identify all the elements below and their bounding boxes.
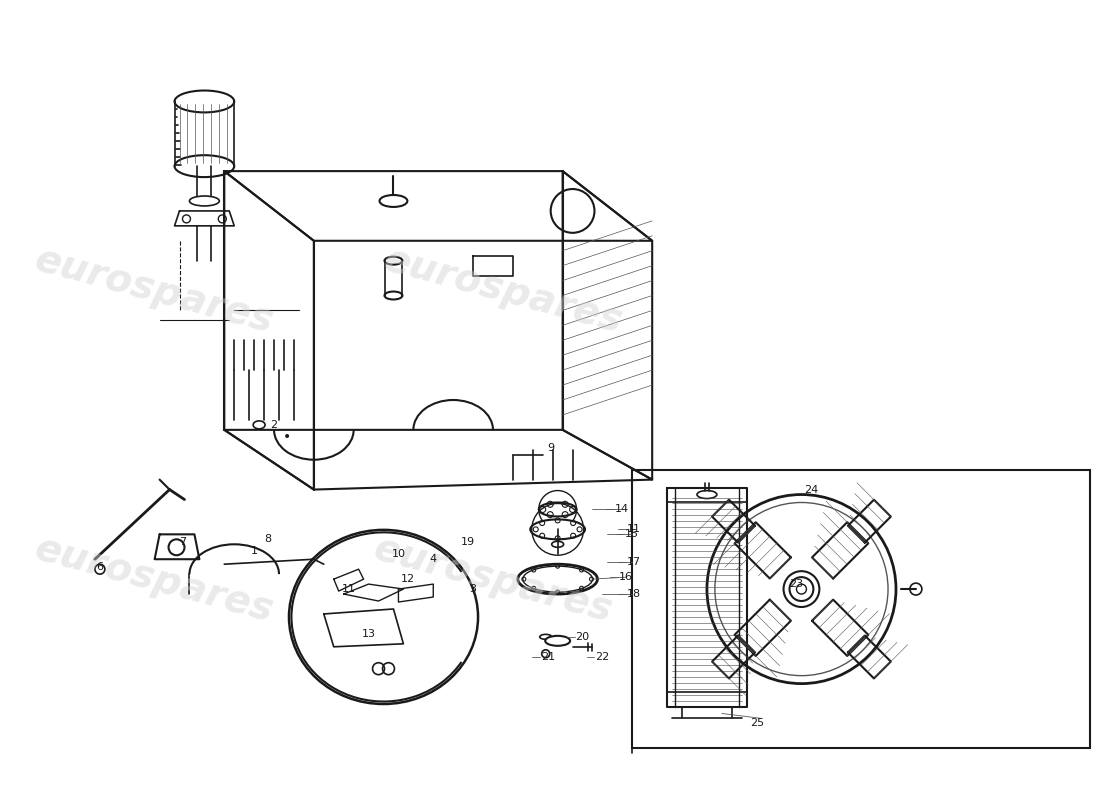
Text: 16: 16 — [619, 572, 634, 582]
Text: 8: 8 — [264, 534, 272, 544]
Text: 22: 22 — [595, 652, 609, 662]
Text: 17: 17 — [627, 558, 641, 567]
Ellipse shape — [311, 558, 327, 565]
Ellipse shape — [385, 257, 403, 265]
Text: 3: 3 — [470, 584, 476, 594]
Ellipse shape — [289, 530, 478, 704]
Text: 4: 4 — [430, 554, 437, 564]
Text: 10: 10 — [392, 550, 406, 559]
Text: 14: 14 — [615, 505, 629, 514]
Text: eurospares: eurospares — [379, 240, 627, 341]
Text: 1: 1 — [251, 546, 257, 556]
Ellipse shape — [540, 634, 552, 639]
Text: eurospares: eurospares — [31, 240, 278, 341]
Text: 12: 12 — [402, 574, 416, 584]
Text: 19: 19 — [461, 538, 475, 547]
Text: 23: 23 — [790, 579, 803, 589]
Text: 25: 25 — [750, 718, 764, 729]
Ellipse shape — [530, 519, 585, 539]
Text: 9: 9 — [547, 442, 554, 453]
Ellipse shape — [518, 564, 597, 594]
Text: 21: 21 — [540, 652, 554, 662]
Text: 24: 24 — [804, 485, 818, 494]
Text: 18: 18 — [627, 589, 641, 599]
Ellipse shape — [175, 155, 234, 177]
Ellipse shape — [697, 490, 717, 498]
Text: •: • — [283, 430, 292, 444]
Ellipse shape — [539, 502, 576, 517]
Ellipse shape — [546, 636, 570, 646]
Ellipse shape — [175, 90, 234, 113]
Text: 13: 13 — [362, 629, 375, 639]
Bar — [632, 470, 1090, 748]
Ellipse shape — [379, 195, 407, 207]
Text: 6: 6 — [97, 562, 103, 572]
Text: 11: 11 — [627, 524, 641, 534]
Text: 11: 11 — [342, 584, 355, 594]
Text: 20: 20 — [575, 632, 590, 642]
Text: eurospares: eurospares — [370, 529, 617, 630]
Text: 2: 2 — [271, 420, 277, 430]
Ellipse shape — [253, 421, 265, 429]
Text: 7: 7 — [179, 538, 186, 547]
Text: eurospares: eurospares — [31, 529, 278, 630]
Ellipse shape — [385, 291, 403, 299]
Ellipse shape — [522, 566, 593, 592]
Ellipse shape — [189, 196, 219, 206]
Ellipse shape — [552, 542, 563, 547]
Text: 15: 15 — [625, 530, 639, 539]
